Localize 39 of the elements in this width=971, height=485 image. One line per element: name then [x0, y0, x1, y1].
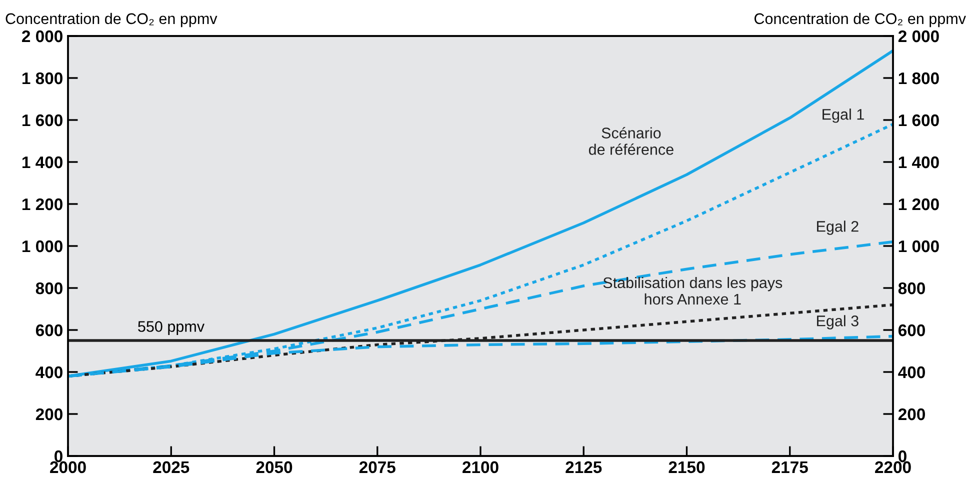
x-tick-label: 2050: [256, 461, 292, 474]
y-axis-title: Concentration de CO₂ en ppmv: [6, 12, 218, 28]
x-tick-label: 2000: [50, 461, 86, 474]
y-tick-label: 1 600: [22, 114, 62, 126]
x-tick-label: 2100: [462, 461, 498, 474]
y2-axis-title: Concentration de CO₂ en ppmv: [754, 12, 966, 28]
series-label: Scénario de référence: [588, 127, 674, 155]
ref-line-label: 550 ppmv: [138, 321, 204, 335]
y2-tick-label: 200: [898, 408, 925, 420]
y-tick-label: 600: [36, 324, 62, 336]
x-tick-label: 2025: [153, 461, 190, 474]
y2-tick-label: 1 800: [898, 72, 939, 84]
series-label: Egal 2: [817, 220, 858, 235]
series-label: Stabilisation dans les pays hors Annexe 1: [603, 276, 782, 305]
x-tick-label: 2075: [359, 461, 396, 474]
y-tick-label: 1 800: [22, 72, 62, 84]
y-tick-label: 2 000: [22, 30, 62, 42]
y2-tick-label: 800: [898, 282, 925, 294]
y-tick-label: 0: [54, 450, 62, 462]
y2-tick-label: 0: [898, 450, 906, 462]
y-tick-label: 1 000: [22, 240, 62, 252]
y2-tick-label: 1 600: [898, 114, 939, 126]
x-tick-label: 2200: [875, 461, 911, 474]
y-tick-label: 200: [36, 408, 62, 420]
y2-tick-label: 600: [898, 324, 925, 336]
y-tick-label: 800: [36, 282, 62, 294]
x-tick-label: 2175: [772, 461, 808, 474]
x-tick-label: 2125: [566, 461, 602, 474]
y-tick-label: 400: [36, 366, 62, 378]
series-label: Egal 1: [822, 108, 864, 123]
y2-tick-label: 1 000: [898, 240, 939, 252]
y-tick-label: 1 400: [22, 156, 62, 168]
y2-tick-label: 1 400: [898, 156, 939, 168]
y2-tick-label: 400: [898, 366, 925, 378]
series-label: Egal 3: [817, 315, 858, 330]
y2-tick-label: 1 200: [898, 198, 939, 210]
x-tick-label: 2150: [668, 461, 705, 474]
y-tick-label: 1 200: [22, 198, 62, 210]
y2-tick-label: 2 000: [898, 30, 939, 42]
